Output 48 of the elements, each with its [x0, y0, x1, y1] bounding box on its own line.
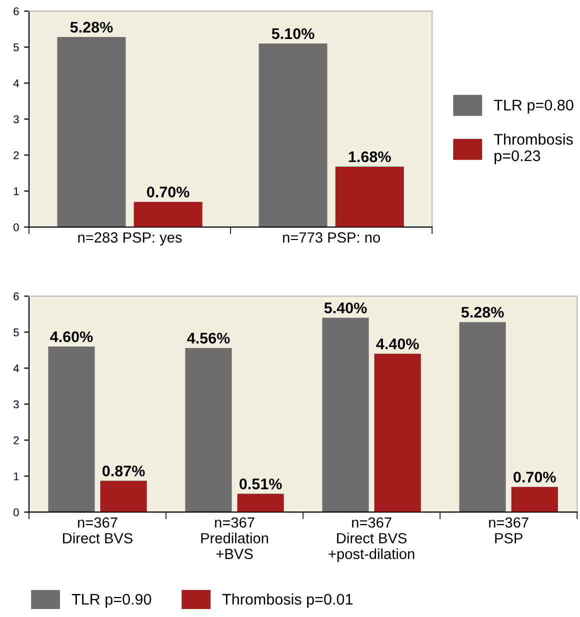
x-tick-label: n=367 Predilation +BVS: [201, 517, 268, 560]
y-tick-label: 2: [14, 436, 19, 444]
y-tick-label: 6: [14, 7, 19, 16]
bar: [511, 486, 558, 512]
x-tick-label: n=367 PSP: [489, 517, 528, 544]
y-tick-label: 4: [13, 364, 19, 372]
data-label: 0.70%: [147, 186, 190, 198]
bar: [335, 166, 404, 228]
x-tick-label: n=367 Direct BVS: [63, 517, 132, 544]
data-label: 0.70%: [514, 472, 556, 483]
y-tick-label: 4: [13, 79, 19, 88]
data-label: 4.56%: [187, 332, 230, 344]
bar: [237, 494, 284, 512]
bar: [322, 318, 369, 512]
y-tick-label: 1: [14, 187, 19, 196]
bar: [48, 346, 95, 512]
bar: [185, 348, 232, 512]
legend-label: Thrombosis p=0.01: [222, 593, 352, 608]
bar: [374, 354, 421, 512]
y-tick-label: 5: [14, 328, 19, 336]
bar: [57, 37, 126, 228]
y-tick-label: 3: [14, 400, 19, 408]
bar: [134, 202, 202, 228]
y-tick-label: 0: [14, 508, 19, 516]
data-label: 1.68%: [348, 151, 391, 162]
data-label: 4.40%: [376, 338, 419, 350]
bar: [258, 44, 328, 228]
data-label: 5.40%: [324, 302, 367, 314]
x-tick-label: n=283 PSP: yes: [78, 232, 182, 246]
y-tick-label: 3: [14, 115, 19, 124]
data-label: 5.28%: [70, 22, 113, 33]
data-label: 4.60%: [50, 331, 93, 342]
data-label: 0.87%: [102, 466, 145, 476]
bar: [100, 480, 147, 512]
data-label: 0.51%: [240, 478, 282, 490]
y-tick-label: 1: [14, 472, 19, 480]
bar: [459, 322, 506, 512]
x-tick-label: n=367 Direct BVS +post-dilation: [328, 517, 414, 562]
y-tick-label: 0: [14, 223, 19, 232]
legend-label: TLR p=0.90: [72, 594, 152, 608]
y-tick-label: 6: [14, 292, 19, 300]
y-tick-label: 5: [14, 43, 19, 52]
legend-label: TLR p=0.80: [494, 100, 574, 114]
data-label: 5.28%: [461, 306, 504, 318]
x-tick-label: n=773 PSP: no: [283, 232, 380, 243]
y-tick-label: 2: [14, 151, 19, 160]
legend-label: Thrombosis p=0.23: [494, 134, 573, 164]
data-label: 5.10%: [272, 28, 314, 40]
